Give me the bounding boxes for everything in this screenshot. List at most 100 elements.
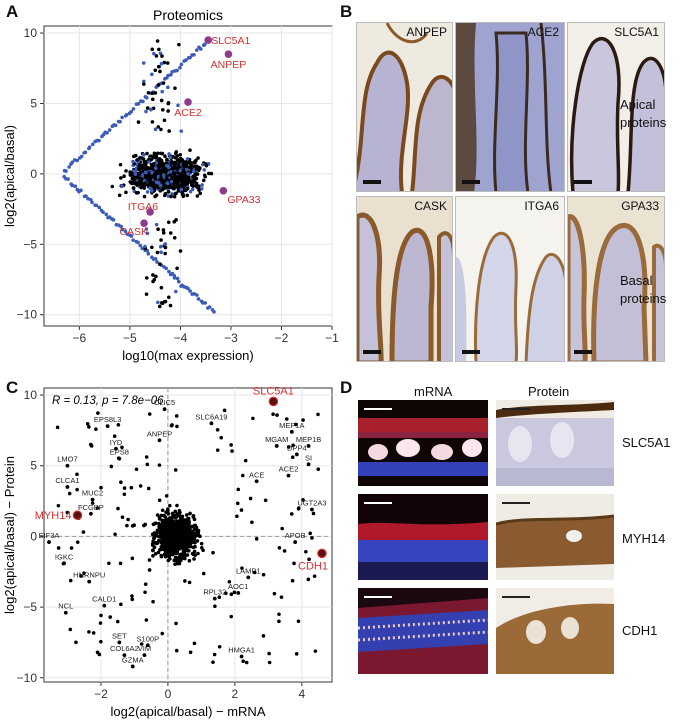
data-point bbox=[141, 169, 146, 173]
data-point bbox=[175, 276, 180, 281]
protein-image-cdh1 bbox=[496, 588, 614, 674]
data-point bbox=[129, 109, 134, 114]
histology-image bbox=[568, 197, 664, 361]
data-point bbox=[271, 412, 275, 416]
labeled-point bbox=[65, 463, 70, 468]
data-point bbox=[122, 492, 127, 497]
data-point bbox=[178, 65, 182, 70]
data-point bbox=[244, 660, 249, 665]
data-point bbox=[156, 174, 161, 178]
data-point bbox=[68, 627, 73, 632]
row-label-myh14: MYH14 bbox=[622, 531, 666, 546]
gene-label: SET bbox=[112, 631, 127, 640]
data-point bbox=[185, 186, 190, 191]
data-point bbox=[166, 190, 171, 194]
data-point bbox=[188, 55, 192, 60]
data-point bbox=[199, 541, 204, 546]
data-point bbox=[197, 188, 201, 192]
data-point bbox=[176, 547, 181, 551]
data-point bbox=[195, 172, 200, 176]
scale-bar bbox=[574, 180, 592, 184]
data-point bbox=[151, 539, 155, 544]
data-point bbox=[229, 614, 234, 619]
mrna-column-header: mRNA bbox=[414, 384, 453, 399]
data-point bbox=[86, 196, 90, 201]
data-point bbox=[168, 173, 173, 177]
data-point bbox=[79, 188, 83, 193]
data-point bbox=[168, 557, 172, 561]
data-point bbox=[154, 222, 159, 227]
x-tick-label: −1 bbox=[325, 331, 339, 345]
highlight-point bbox=[224, 50, 233, 58]
data-point bbox=[120, 515, 125, 520]
data-point bbox=[149, 107, 153, 112]
data-point bbox=[280, 526, 284, 531]
data-point bbox=[200, 546, 204, 550]
data-point bbox=[150, 245, 154, 250]
data-point bbox=[232, 590, 237, 595]
data-point bbox=[109, 464, 114, 469]
highlight-point bbox=[317, 548, 327, 559]
gene-label: RPL32 bbox=[203, 588, 226, 597]
panel-letter-c: C bbox=[6, 378, 19, 397]
data-point bbox=[204, 163, 209, 168]
data-point bbox=[177, 42, 181, 47]
data-point bbox=[161, 167, 165, 172]
data-point bbox=[97, 138, 101, 143]
y-tick-label: 5 bbox=[30, 459, 37, 473]
data-point bbox=[115, 619, 120, 624]
data-point bbox=[313, 649, 318, 653]
data-point bbox=[185, 553, 190, 557]
data-point bbox=[157, 157, 162, 161]
data-point bbox=[69, 546, 74, 550]
highlight-label: CDH1 bbox=[298, 560, 328, 572]
data-point bbox=[192, 641, 197, 646]
labeled-point bbox=[212, 596, 217, 601]
data-point bbox=[167, 152, 171, 156]
data-point bbox=[141, 79, 146, 84]
data-point bbox=[185, 157, 190, 161]
data-point bbox=[168, 303, 173, 308]
data-point bbox=[87, 425, 91, 429]
data-point bbox=[193, 531, 198, 536]
data-point bbox=[110, 184, 115, 189]
scale-bar bbox=[363, 180, 381, 184]
data-point bbox=[160, 508, 165, 513]
data-point bbox=[118, 162, 123, 167]
data-point bbox=[159, 61, 164, 66]
data-point bbox=[138, 155, 142, 160]
data-point bbox=[130, 594, 134, 598]
histology-image bbox=[568, 23, 664, 191]
data-point bbox=[230, 449, 234, 453]
data-point bbox=[158, 244, 163, 249]
data-point bbox=[70, 183, 75, 188]
data-point bbox=[153, 155, 157, 160]
tile-label: CASK bbox=[414, 199, 447, 213]
data-point bbox=[158, 262, 162, 266]
data-point bbox=[144, 227, 149, 231]
data-point bbox=[166, 220, 171, 225]
data-point bbox=[165, 174, 169, 178]
data-point bbox=[155, 170, 160, 175]
data-point bbox=[113, 532, 117, 537]
data-point bbox=[165, 61, 170, 65]
data-point bbox=[157, 515, 162, 520]
data-point bbox=[198, 191, 203, 196]
data-point bbox=[128, 173, 133, 177]
ihc-image bbox=[496, 400, 614, 486]
data-point bbox=[172, 236, 177, 240]
data-point bbox=[167, 185, 171, 189]
data-point bbox=[198, 47, 203, 51]
data-point bbox=[164, 522, 169, 527]
data-point bbox=[188, 525, 193, 529]
data-point bbox=[188, 148, 192, 152]
data-point bbox=[174, 648, 179, 653]
data-point bbox=[212, 652, 217, 657]
data-point bbox=[175, 512, 179, 516]
data-point bbox=[150, 47, 155, 52]
labeled-point bbox=[293, 540, 298, 544]
gene-label: S100P bbox=[137, 634, 160, 643]
data-point bbox=[293, 422, 298, 427]
data-point bbox=[292, 561, 296, 566]
data-point bbox=[186, 172, 190, 176]
